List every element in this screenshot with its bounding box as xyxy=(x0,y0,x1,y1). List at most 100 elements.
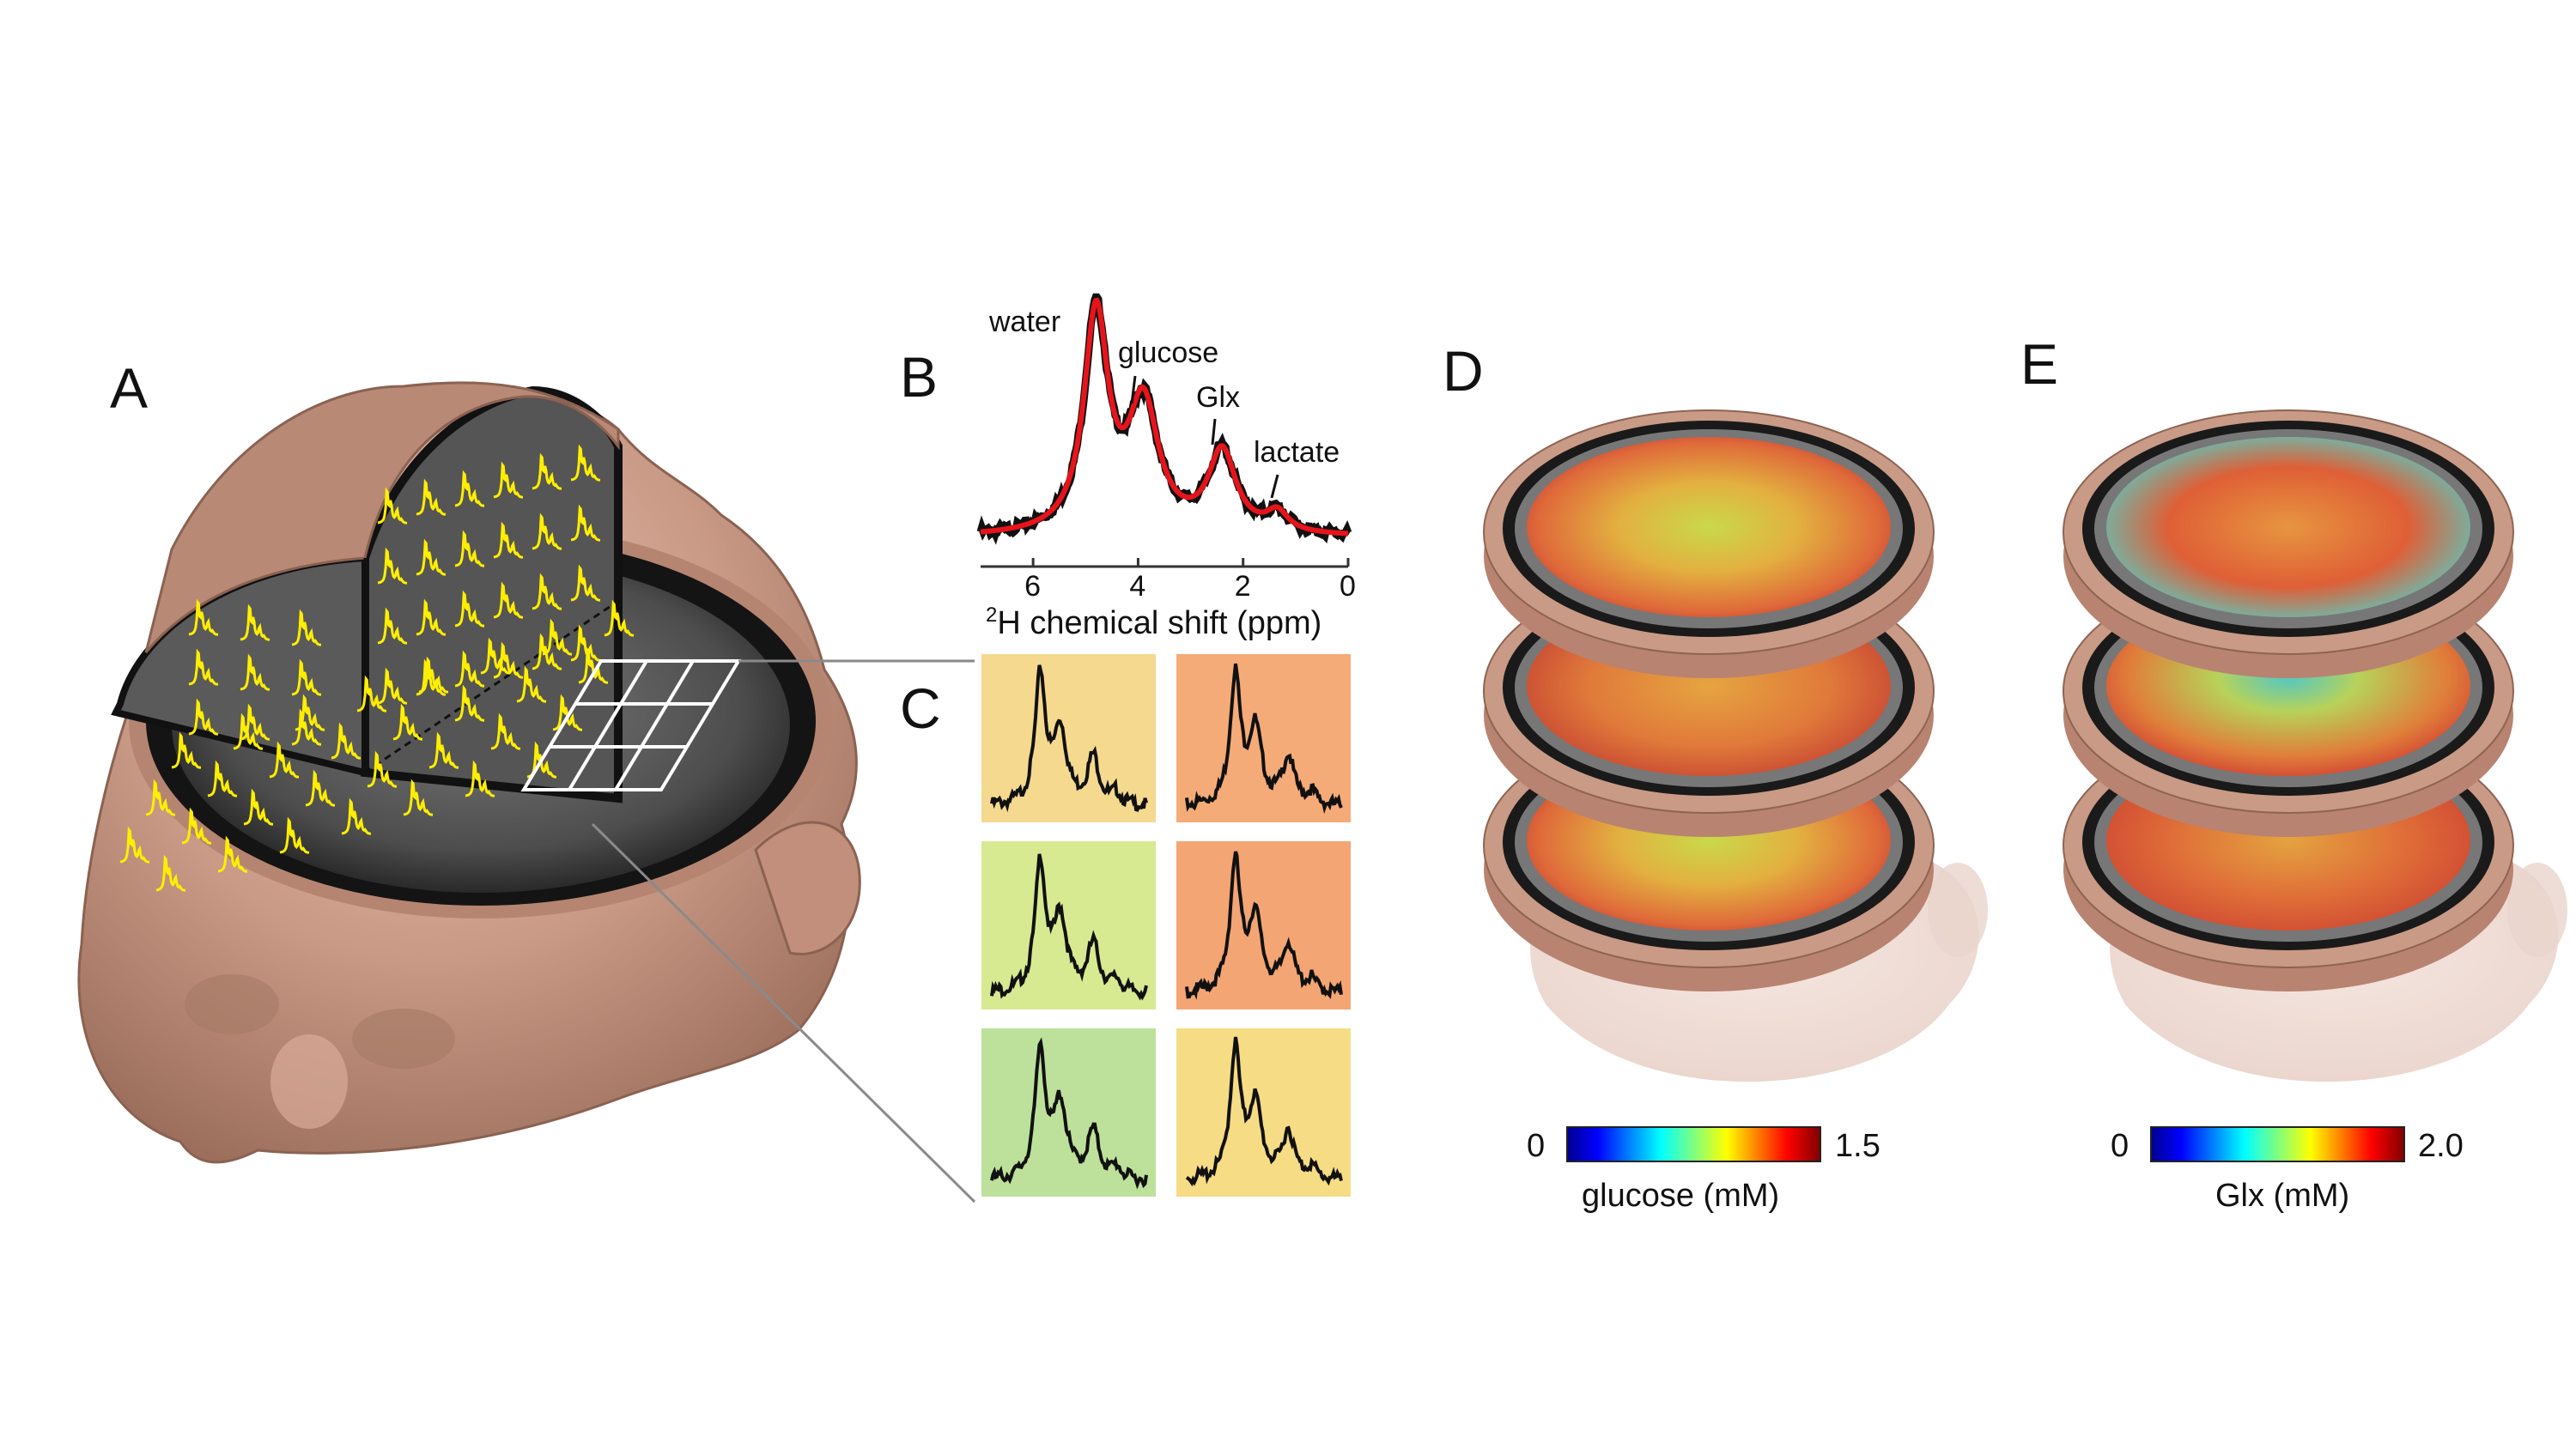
mini-spectrum xyxy=(269,741,300,779)
colorbar-e-gradient xyxy=(2150,1126,2405,1162)
mini-spectrum xyxy=(604,599,635,637)
mini-spectrum xyxy=(240,603,270,641)
slice-line-3 xyxy=(364,599,619,774)
mini-spectrum xyxy=(570,564,601,602)
metabolic-map xyxy=(1527,437,1891,617)
voxel-grid xyxy=(520,659,742,791)
colorbar-d-gradient xyxy=(1566,1126,1821,1162)
mini-spectrum xyxy=(416,478,447,516)
colorbar-e-label: Glx (mM) xyxy=(2215,1178,2349,1214)
mini-spectrum xyxy=(465,760,495,797)
x-axis-label-superscript: 2 xyxy=(986,603,997,627)
mini-spectrum xyxy=(291,609,322,646)
spectrum-fit xyxy=(980,297,1348,537)
x-ticks: 6 4 2 0 xyxy=(1024,558,1356,603)
mini-spectrum xyxy=(233,712,264,750)
mini-spectrum xyxy=(377,667,408,705)
mini-spectrum xyxy=(454,650,485,688)
x-tick-label: 2 xyxy=(1235,570,1251,603)
ear xyxy=(754,821,861,955)
mini-spectrum xyxy=(305,769,336,807)
mini-spectrum xyxy=(493,521,524,559)
nose xyxy=(270,1034,348,1129)
mini-spectrum xyxy=(454,590,485,627)
mini-spectrum xyxy=(532,633,562,670)
mini-spectrum xyxy=(341,797,372,835)
mini-spectrum xyxy=(480,637,511,675)
colorbar-e-max: 2.0 xyxy=(2418,1128,2464,1164)
panel-d-letter: D xyxy=(1443,339,1484,403)
x-tick-label: 0 xyxy=(1340,570,1356,603)
x-tick-label: 6 xyxy=(1024,570,1041,603)
mini-spectrum xyxy=(188,698,219,736)
mini-spectrum xyxy=(145,779,176,816)
peak-label-lactate: lactate xyxy=(1254,436,1340,469)
mini-spectrum xyxy=(428,731,459,769)
glx-map-stack xyxy=(2063,409,2567,1082)
mini-spectrum xyxy=(454,470,485,507)
mini-spectrum xyxy=(392,703,423,741)
mini-spectrum xyxy=(403,779,434,816)
mini-spectrum xyxy=(416,538,447,576)
voxel-spectrum xyxy=(990,664,1148,813)
mini-spectrum xyxy=(243,788,274,826)
mini-spectrum xyxy=(532,512,562,550)
mini-spectrum xyxy=(454,684,485,722)
skull-back-cap xyxy=(144,381,620,653)
mini-spectrum xyxy=(181,807,212,845)
mini-spectrum xyxy=(119,826,150,864)
voxel-spectrum xyxy=(1185,851,1343,1000)
mini-spectrum xyxy=(493,581,524,619)
mini-spectrum xyxy=(493,461,524,499)
mini-spectrum xyxy=(516,665,547,703)
voxel-tile xyxy=(1176,654,1351,822)
voxel-spectrum xyxy=(990,1037,1148,1190)
mini-spectrum xyxy=(171,731,202,769)
mini-spectrum xyxy=(542,618,573,656)
mini-spectrum xyxy=(240,703,270,741)
mini-spectrum xyxy=(570,444,601,482)
mini-spectrum xyxy=(570,504,601,542)
mini-spectrum xyxy=(532,452,562,490)
mini-spectrum xyxy=(279,816,310,854)
spectrum-plot: 6 4 2 0 water glucose Glx lactate 2H chemic… xyxy=(976,293,1356,641)
x-axis-label: 2H chemical shift (ppm) xyxy=(986,603,1321,641)
panel-a-letter: A xyxy=(110,356,148,420)
ghost-ear xyxy=(1928,863,1988,957)
colorbar-d-max: 1.5 xyxy=(1835,1128,1880,1164)
peak-line-glucose xyxy=(1130,375,1137,404)
mini-spectrum xyxy=(377,487,408,524)
mini-spectrum xyxy=(155,854,186,892)
voxel-spectrum xyxy=(990,853,1148,1001)
connector-bottom xyxy=(591,822,976,1203)
mini-spectrum xyxy=(188,598,219,636)
mini-spectrum xyxy=(240,653,270,691)
peak-label-glx: Glx xyxy=(1196,381,1240,414)
ghost-ear xyxy=(2507,863,2567,957)
mini-spectrum xyxy=(454,530,485,567)
eye-socket-right xyxy=(352,1009,455,1069)
voxel-spectrum xyxy=(1185,1036,1343,1187)
mini-spectrum xyxy=(356,675,387,712)
peak-line-glx xyxy=(1211,418,1217,446)
mini-spectrum xyxy=(416,598,447,636)
mini-spectrum xyxy=(331,722,361,760)
mini-spectrum xyxy=(377,607,408,645)
panel-c-letter: C xyxy=(900,676,941,740)
mini-spectrum xyxy=(217,835,248,873)
peak-label-water: water xyxy=(988,306,1060,338)
x-axis-label-text: H chemical shift (ppm) xyxy=(997,605,1321,641)
mini-spectrum xyxy=(377,547,408,585)
panel-a-head xyxy=(77,381,861,1164)
voxel-spectra-tiles xyxy=(981,654,1351,1197)
mini-spectrum xyxy=(493,641,524,679)
mini-spectrum xyxy=(188,648,219,686)
mini-spectrum xyxy=(207,760,238,797)
eye-socket-left xyxy=(185,974,279,1034)
mini-spectrum xyxy=(490,712,521,750)
colorbar-d-min: 0 xyxy=(1527,1128,1545,1164)
peak-label-glucose: glucose xyxy=(1118,336,1218,369)
colorbar-e-min: 0 xyxy=(2111,1128,2129,1164)
panel-e-letter: E xyxy=(2020,332,2058,396)
voxel-spectrum xyxy=(1185,663,1343,815)
